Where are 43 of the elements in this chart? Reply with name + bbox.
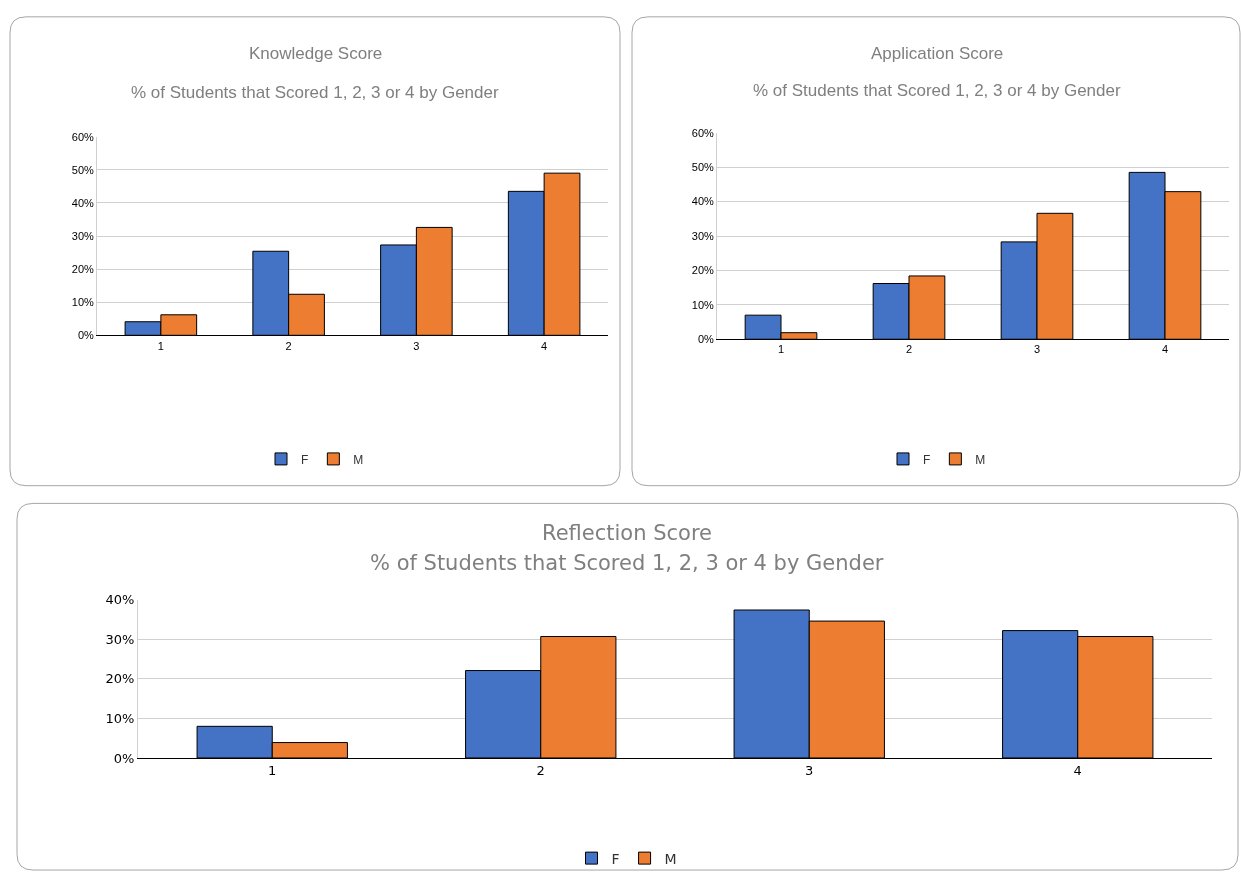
x-tick-label: 3 xyxy=(413,339,420,352)
y-tick-label: 20% xyxy=(105,671,135,687)
y-tick-label: 10% xyxy=(691,298,714,311)
x-tick-label: 2 xyxy=(285,339,292,352)
x-tick-label: 1 xyxy=(777,343,785,356)
y-tick-label: 30% xyxy=(71,229,94,242)
y-tick-label: 60% xyxy=(691,126,714,139)
y-tick-label: 30% xyxy=(105,631,135,647)
y-tick-label: 50% xyxy=(71,163,94,176)
y-tick-label: 60% xyxy=(71,130,94,143)
chart-subtitle: % of Students that Scored 1, 2, 3 or 4 by Gender xyxy=(131,83,499,102)
x-tick-label: 3 xyxy=(1033,343,1041,356)
y-tick-label: 10% xyxy=(71,296,94,309)
x-tick-label: 2 xyxy=(905,343,913,356)
legend-label: F xyxy=(301,452,309,467)
y-tick-label: 40% xyxy=(105,592,135,608)
chart-subtitle: % of Students that Scored 1, 2, 3 or 4 by Gender xyxy=(370,551,884,575)
chart-subtitle: % of Students that Scored 1, 2, 3 or 4 by Gender xyxy=(753,81,1121,100)
y-tick-label: 40% xyxy=(71,196,94,209)
y-tick-label: 0% xyxy=(697,333,715,346)
y-tick-label: 20% xyxy=(71,262,94,275)
x-tick-label: 2 xyxy=(536,762,545,778)
y-tick-label: 50% xyxy=(691,161,714,174)
x-tick-label: 4 xyxy=(541,339,548,352)
x-tick-label: 4 xyxy=(1073,762,1082,778)
legend-label: M xyxy=(664,850,677,867)
y-tick-label: 20% xyxy=(691,264,714,277)
x-tick-label: 4 xyxy=(1161,343,1169,356)
y-tick-label: 30% xyxy=(691,229,714,242)
y-tick-label: 0% xyxy=(113,750,135,766)
x-tick-label: 1 xyxy=(157,339,164,352)
x-tick-label: 3 xyxy=(805,762,814,778)
y-tick-label: 0% xyxy=(77,329,95,342)
chart-title: Knowledge Score xyxy=(249,44,383,63)
legend-label: F xyxy=(611,850,620,867)
legend-label: M xyxy=(975,452,986,467)
chart-title: Application Score xyxy=(871,44,1004,63)
y-tick-label: 10% xyxy=(105,710,135,726)
chart-title: Reflection Score xyxy=(542,521,712,545)
legend-label: M xyxy=(353,452,364,467)
x-tick-label: 1 xyxy=(268,762,277,778)
legend-label: F xyxy=(923,452,931,467)
y-tick-label: 40% xyxy=(691,195,714,208)
